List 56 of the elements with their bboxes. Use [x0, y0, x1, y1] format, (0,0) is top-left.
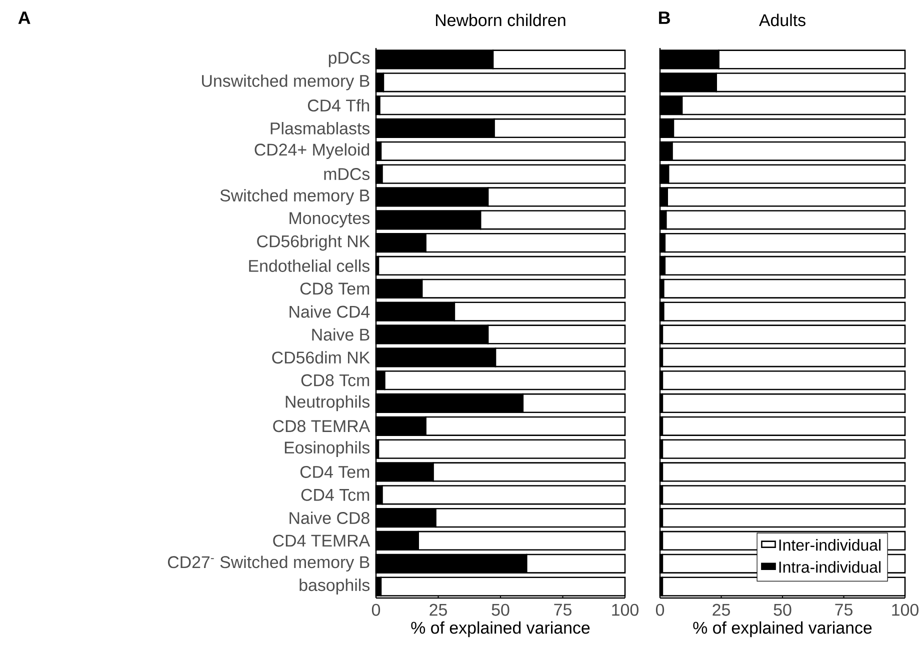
y-tick-label: Switched memory B [220, 189, 370, 205]
y-tick-label: Monocytes [290, 212, 370, 228]
y-tick-label: Eosinophils [284, 441, 370, 457]
x-axis-title: % of explained variance [411, 621, 590, 638]
y-tick-label: Naive CD4 [290, 305, 370, 318]
bar [662, 485, 906, 505]
bar [379, 95, 626, 116]
y-tick-label: Endothelial cells [249, 260, 370, 272]
y-tick-label: CD8 Tem [300, 282, 370, 295]
y-tick-label: pDCs [328, 52, 370, 68]
bar [662, 439, 906, 459]
text: B [659, 12, 670, 24]
chart-title: Adults [759, 14, 806, 26]
y-tick-label: Naive CD8 [290, 512, 370, 524]
x-tick-label: 75 [554, 604, 572, 616]
bar [378, 439, 626, 459]
x-tick-label: 50 [774, 604, 792, 616]
x-tick-label: 25 [430, 604, 447, 616]
bar [662, 462, 906, 482]
bar [662, 324, 906, 344]
y-tick-label: CD24+ Myeloid [254, 143, 370, 160]
x-tick-label: 75 [835, 604, 852, 616]
bar [663, 278, 906, 298]
y-tick-label: Naive B [312, 328, 370, 341]
y-tick-label: CD4 Tem [300, 466, 370, 478]
text: A [18, 12, 30, 24]
chart-title: Newborn children [436, 14, 566, 26]
y-tick-label: CD8 TEMRA [273, 420, 370, 432]
x-axis-title: % of explained variance [693, 621, 872, 638]
bar [662, 348, 906, 368]
x-tick-label: 0 [656, 604, 664, 616]
y-tick-label: CD4 TEMRA [273, 534, 370, 547]
y-tick-label: CD4 Tfh [308, 99, 370, 112]
x-tick-label: 0 [372, 604, 380, 616]
bar [662, 416, 906, 436]
y-tick-label: CD27$^{-}$ Switched memory B [168, 556, 370, 572]
x-tick-label: 25 [712, 604, 730, 616]
y-tick-label: basophils [300, 578, 370, 594]
bar [378, 256, 626, 276]
bar [662, 370, 906, 390]
y-tick-label: Neutrophils [286, 395, 370, 412]
x-tick-label: 100 [892, 604, 918, 616]
y-tick-label: CD56dim NK [272, 351, 370, 364]
y-tick-label: mDCs [324, 168, 370, 180]
x-tick-label: 100 [612, 604, 638, 616]
y-tick-label: CD56bright NK [257, 234, 370, 251]
y-tick-label: CD4 Tcm [301, 488, 370, 501]
bar [662, 393, 906, 414]
y-tick-label: Unswitched memory B [202, 74, 370, 90]
bar [662, 508, 906, 528]
bar [663, 302, 906, 322]
y-tick-label: CD8 Tcm [301, 374, 370, 386]
legend-label: Inter-individual [779, 539, 880, 551]
x-tick-label: 50 [492, 604, 510, 616]
y-tick-label: Plasmablasts [270, 122, 370, 134]
legend-label: Intra-individual [779, 561, 880, 573]
